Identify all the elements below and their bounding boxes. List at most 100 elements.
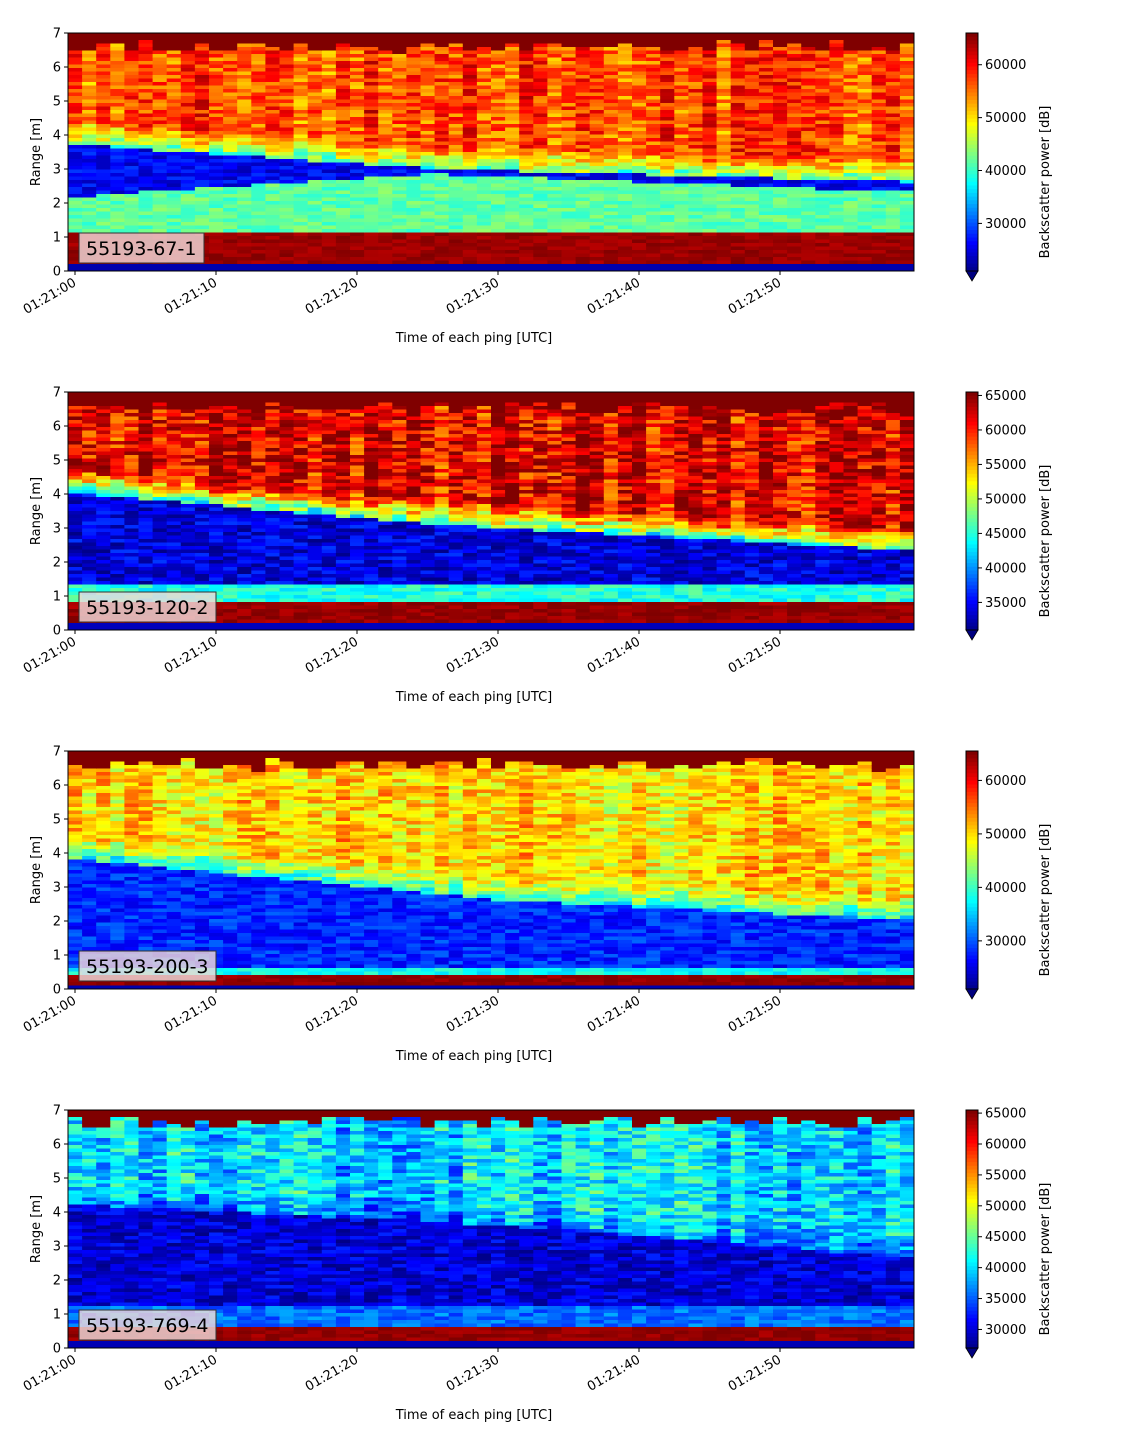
heatmap-cell (604, 240, 619, 244)
heatmap-cell (209, 135, 224, 139)
heatmap-cell (463, 135, 478, 139)
heatmap-cell (646, 254, 661, 258)
heatmap-cell (745, 138, 760, 142)
heatmap-cell (167, 37, 182, 41)
heatmap-cell (153, 585, 168, 589)
heatmap-cell (815, 93, 830, 97)
heatmap-cell (618, 96, 633, 100)
heatmap-cell (449, 212, 464, 216)
heatmap-cell (110, 61, 125, 65)
heatmap-cell (153, 89, 168, 93)
heatmap-cell (378, 79, 393, 83)
heatmap-cell (364, 226, 379, 230)
heatmap-cell (491, 243, 506, 247)
heatmap-cell (139, 417, 154, 421)
heatmap-cell (68, 142, 83, 146)
heatmap-cell (900, 107, 915, 111)
heatmap-cell (731, 208, 746, 212)
heatmap-cell (421, 191, 436, 195)
heatmap-cell (717, 257, 732, 261)
heatmap-cell (519, 72, 534, 76)
heatmap-cell (547, 51, 562, 55)
heatmap-cell (858, 226, 873, 230)
heatmap-cell (562, 142, 577, 146)
heatmap-cell (82, 427, 97, 431)
heatmap-cell (223, 72, 238, 76)
heatmap-cell (167, 142, 182, 146)
heatmap-cell (421, 254, 436, 258)
heatmap-cell (195, 156, 210, 160)
heatmap-cell (562, 159, 577, 163)
heatmap-cell (519, 79, 534, 83)
heatmap-cell (378, 163, 393, 167)
heatmap-cell (294, 145, 309, 149)
heatmap-cell (801, 205, 816, 209)
heatmap-cell (265, 58, 280, 62)
heatmap-cell (336, 124, 351, 128)
heatmap-cell (717, 180, 732, 184)
heatmap-cell (378, 173, 393, 177)
heatmap-cell (181, 536, 196, 540)
colorbar-segment (966, 78, 978, 82)
heatmap-cell (181, 462, 196, 466)
heatmap-cell (731, 170, 746, 174)
heatmap-cell (886, 65, 901, 69)
heatmap-cell (68, 476, 83, 480)
heatmap-cell (181, 187, 196, 191)
heatmap-cell (110, 396, 125, 400)
heatmap-cell (519, 145, 534, 149)
heatmap-cell (336, 135, 351, 139)
heatmap-cell (167, 525, 182, 529)
heatmap-cell (491, 208, 506, 212)
heatmap-cell (477, 58, 492, 62)
heatmap-cell (844, 261, 859, 265)
heatmap-cell (660, 68, 675, 72)
heatmap-cell (421, 89, 436, 93)
heatmap-cell (251, 40, 266, 44)
heatmap-cell (505, 103, 520, 107)
heatmap-cell (717, 89, 732, 93)
heatmap-cell (110, 553, 125, 557)
heatmap-cell (449, 40, 464, 44)
heatmap-cell (322, 142, 337, 146)
heatmap-cell (745, 110, 760, 114)
heatmap-cell (533, 215, 548, 219)
heatmap-cell (139, 399, 154, 403)
heatmap-cell (562, 201, 577, 205)
heatmap-cell (378, 96, 393, 100)
heatmap-cell (505, 142, 520, 146)
heatmap-cell (801, 156, 816, 160)
heatmap-cell (124, 177, 139, 181)
heatmap-cell (759, 191, 774, 195)
heatmap-cell (688, 135, 703, 139)
heatmap-cell (251, 184, 266, 188)
heatmap-cell (491, 250, 506, 254)
heatmap-cell (590, 96, 605, 100)
heatmap-cell (209, 557, 224, 561)
heatmap-cell (124, 100, 139, 104)
heatmap-cell (491, 61, 506, 65)
heatmap-cell (251, 75, 266, 79)
heatmap-cell (731, 100, 746, 104)
heatmap-cell (449, 205, 464, 209)
heatmap-cell (153, 480, 168, 484)
heatmap-cell (237, 261, 252, 265)
heatmap-cell (110, 392, 125, 396)
heatmap-cell (181, 86, 196, 90)
heatmap-cell (82, 515, 97, 519)
heatmap-cell (590, 142, 605, 146)
heatmap-cell (491, 121, 506, 125)
heatmap-cell (294, 142, 309, 146)
heatmap-cell (181, 180, 196, 184)
heatmap-cell (110, 65, 125, 69)
heatmap-cell (688, 142, 703, 146)
heatmap-cell (745, 145, 760, 149)
heatmap-cell (759, 173, 774, 177)
heatmap-cell (688, 54, 703, 58)
heatmap-cell (844, 233, 859, 237)
heatmap-cell (124, 529, 139, 533)
heatmap-cell (378, 152, 393, 156)
heatmap-cell (124, 37, 139, 41)
heatmap-cell (406, 261, 421, 265)
heatmap-cell (674, 226, 689, 230)
